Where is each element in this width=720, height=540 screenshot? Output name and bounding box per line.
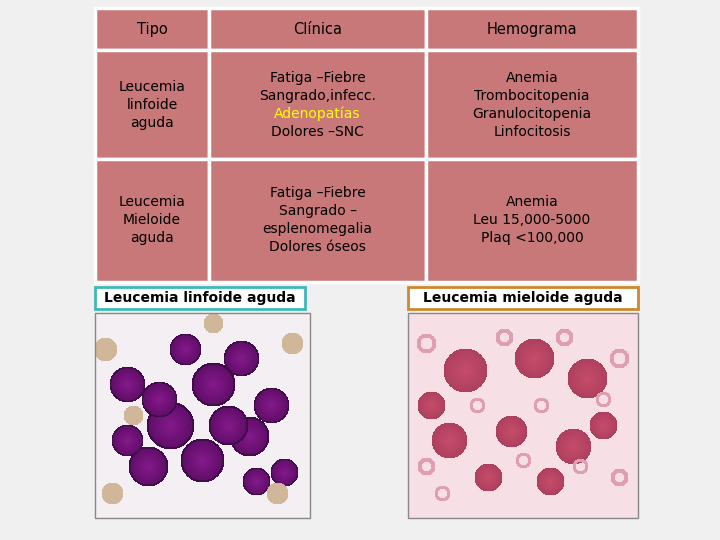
Bar — [95, 313, 310, 518]
Text: Leucemia: Leucemia — [119, 195, 186, 210]
Text: Anemia: Anemia — [505, 71, 559, 85]
Text: Anemia: Anemia — [505, 195, 559, 210]
Bar — [426, 50, 638, 159]
Text: Tipo: Tipo — [137, 22, 167, 37]
Bar — [209, 8, 426, 50]
Bar — [95, 50, 209, 159]
Text: Fatiga –Fiebre: Fatiga –Fiebre — [270, 71, 366, 85]
Text: Sangrado,infecc.: Sangrado,infecc. — [259, 89, 376, 103]
Text: linfoide: linfoide — [127, 98, 178, 112]
Text: Leucemia: Leucemia — [119, 79, 186, 93]
Text: Fatiga –Fiebre: Fatiga –Fiebre — [270, 186, 366, 200]
Text: Leucemia linfoide aguda: Leucemia linfoide aguda — [104, 291, 296, 305]
Bar — [408, 287, 638, 309]
Bar — [95, 159, 209, 282]
Text: Plaq <100,000: Plaq <100,000 — [481, 231, 583, 245]
Bar — [95, 287, 305, 309]
Text: esplenomegalia: esplenomegalia — [263, 222, 373, 237]
Text: Leucemia mieloide aguda: Leucemia mieloide aguda — [423, 291, 623, 305]
Bar — [408, 313, 638, 518]
Text: Linfocitosis: Linfocitosis — [493, 125, 571, 139]
Text: Adenopatías: Adenopatías — [274, 106, 361, 121]
Text: aguda: aguda — [130, 231, 174, 245]
Text: Mieloide: Mieloide — [123, 213, 181, 227]
Text: Hemograma: Hemograma — [487, 22, 577, 37]
Text: Sangrado –: Sangrado – — [279, 204, 356, 218]
Bar — [426, 159, 638, 282]
Text: Dolores óseos: Dolores óseos — [269, 240, 366, 254]
Text: Dolores –SNC: Dolores –SNC — [271, 125, 364, 139]
Bar — [209, 50, 426, 159]
Text: Clínica: Clínica — [293, 22, 342, 37]
Bar — [426, 8, 638, 50]
Text: Granulocitopenia: Granulocitopenia — [472, 106, 592, 120]
Bar — [209, 159, 426, 282]
Text: aguda: aguda — [130, 116, 174, 130]
Text: Trombocitopenia: Trombocitopenia — [474, 89, 590, 103]
Text: Leu 15,000-5000: Leu 15,000-5000 — [474, 213, 590, 227]
Bar — [95, 8, 209, 50]
